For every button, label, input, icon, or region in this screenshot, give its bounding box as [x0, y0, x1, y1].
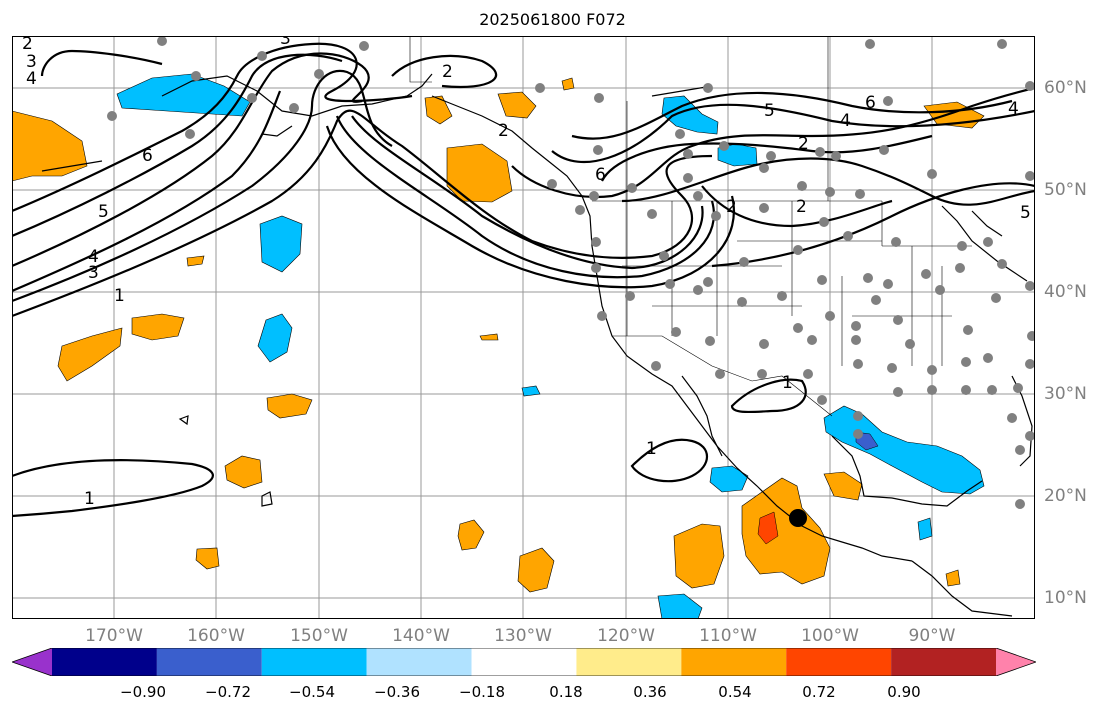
contour-label: 2 [798, 134, 809, 154]
lon-label: 120°W [597, 626, 655, 646]
contour-label: 3 [88, 263, 99, 283]
lon-label: 140°W [392, 626, 450, 646]
colorbar-tick: −0.72 [205, 683, 251, 701]
contour-label: 2 [796, 197, 807, 217]
lat-label: 40°N [1044, 282, 1087, 302]
colorbar [12, 648, 1036, 676]
colorbar-tick: 0.36 [633, 683, 667, 701]
map-title: 2025061800 F072 [479, 10, 626, 29]
colorbar-tick: −0.90 [120, 683, 166, 701]
lon-label: 170°W [85, 626, 143, 646]
map-panel: 2 3 4 6 5 4 3 1 2 3 6 5 6 4 2 4 5 2 1 1 … [12, 36, 1035, 619]
colorbar-segment [576, 648, 682, 676]
contour-label: 1 [84, 489, 95, 509]
contour-label: 2 [498, 121, 509, 141]
graticule [12, 36, 1035, 619]
contour-label: 1 [646, 439, 657, 459]
contour-label: 1 [114, 286, 125, 306]
lat-label: 30°N [1044, 384, 1087, 404]
contour-label: 3 [280, 36, 291, 49]
contour-label: 4 [1008, 99, 1019, 119]
contour-label: 2 [22, 36, 33, 54]
lat-label: 60°N [1044, 78, 1087, 98]
negative-anomaly-areas [116, 73, 985, 619]
contour-label: 5 [98, 202, 109, 222]
colorbar-tick: 0.18 [549, 683, 583, 701]
colorbar-segment [261, 648, 367, 676]
contour-label: 2 [442, 62, 453, 82]
positive-anomaly-areas [12, 77, 985, 593]
lon-label: 130°W [494, 626, 552, 646]
lon-label: 100°W [801, 626, 859, 646]
lat-label: 20°N [1044, 486, 1087, 506]
political-borders [409, 36, 972, 417]
colorbar-tick: 0.54 [718, 683, 752, 701]
colorbar-segment [52, 648, 157, 676]
contour-label: 6 [142, 146, 153, 166]
lat-label: 10°N [1044, 588, 1087, 608]
colorbar-segment [12, 648, 52, 676]
colorbar-tick: 0.90 [887, 683, 921, 701]
lon-label: 90°W [908, 626, 956, 646]
contour-label: 5 [1020, 203, 1031, 223]
colorbar-segment [366, 648, 472, 676]
colorbar-segment [156, 648, 262, 676]
contour-label: 6 [865, 93, 876, 113]
contour-lines [12, 42, 1035, 518]
contour-label: 2 [726, 197, 737, 217]
colorbar-segment [996, 648, 1036, 676]
colorbar-segment [891, 648, 996, 676]
coastlines [41, 73, 1033, 617]
colorbar-tick: −0.54 [289, 683, 335, 701]
strong-positive-area [757, 511, 779, 545]
contour-label: 5 [764, 101, 775, 121]
colorbar-segment [681, 648, 787, 676]
lon-label: 150°W [290, 626, 348, 646]
contour-label: 4 [88, 247, 99, 267]
colorbar-tick: 0.72 [802, 683, 836, 701]
colorbar-tick: −0.36 [374, 683, 420, 701]
lon-label: 110°W [699, 626, 757, 646]
location-marker [789, 509, 807, 527]
colorbar-segment [471, 648, 577, 676]
colorbar-segment [786, 648, 892, 676]
contour-label: 6 [595, 165, 606, 185]
lon-label: 160°W [187, 626, 245, 646]
contour-label: 3 [26, 52, 37, 72]
contour-label: 4 [26, 69, 37, 89]
lat-label: 50°N [1044, 180, 1087, 200]
contour-label-group: 2 3 4 6 5 4 3 1 2 3 6 5 6 4 2 4 5 2 1 1 … [22, 36, 1031, 509]
colorbar-tick: −0.18 [459, 683, 505, 701]
station-dots [107, 36, 1035, 509]
contour-label: 4 [840, 111, 851, 131]
contour-label: 1 [782, 373, 793, 393]
